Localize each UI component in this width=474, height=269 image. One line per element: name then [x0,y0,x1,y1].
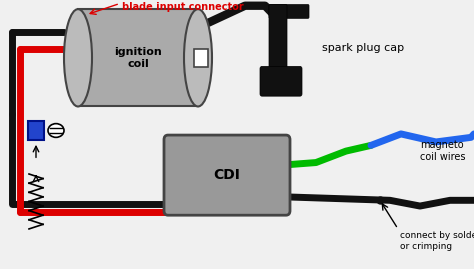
Text: CDI: CDI [214,168,240,182]
FancyBboxPatch shape [269,5,309,18]
Bar [194,49,208,67]
Bar [28,121,44,140]
FancyBboxPatch shape [260,66,302,96]
Ellipse shape [48,124,64,137]
FancyBboxPatch shape [164,135,290,215]
Text: ignition
coil: ignition coil [114,47,162,69]
FancyBboxPatch shape [269,5,287,85]
Text: magneto
coil wires: magneto coil wires [420,140,465,162]
Text: spark plug cap: spark plug cap [322,43,404,53]
Ellipse shape [184,9,212,107]
Ellipse shape [64,9,92,107]
Text: blade input connector: blade input connector [122,2,244,12]
Bar [78,9,198,107]
Text: connect by soldering
or crimping: connect by soldering or crimping [400,231,474,251]
